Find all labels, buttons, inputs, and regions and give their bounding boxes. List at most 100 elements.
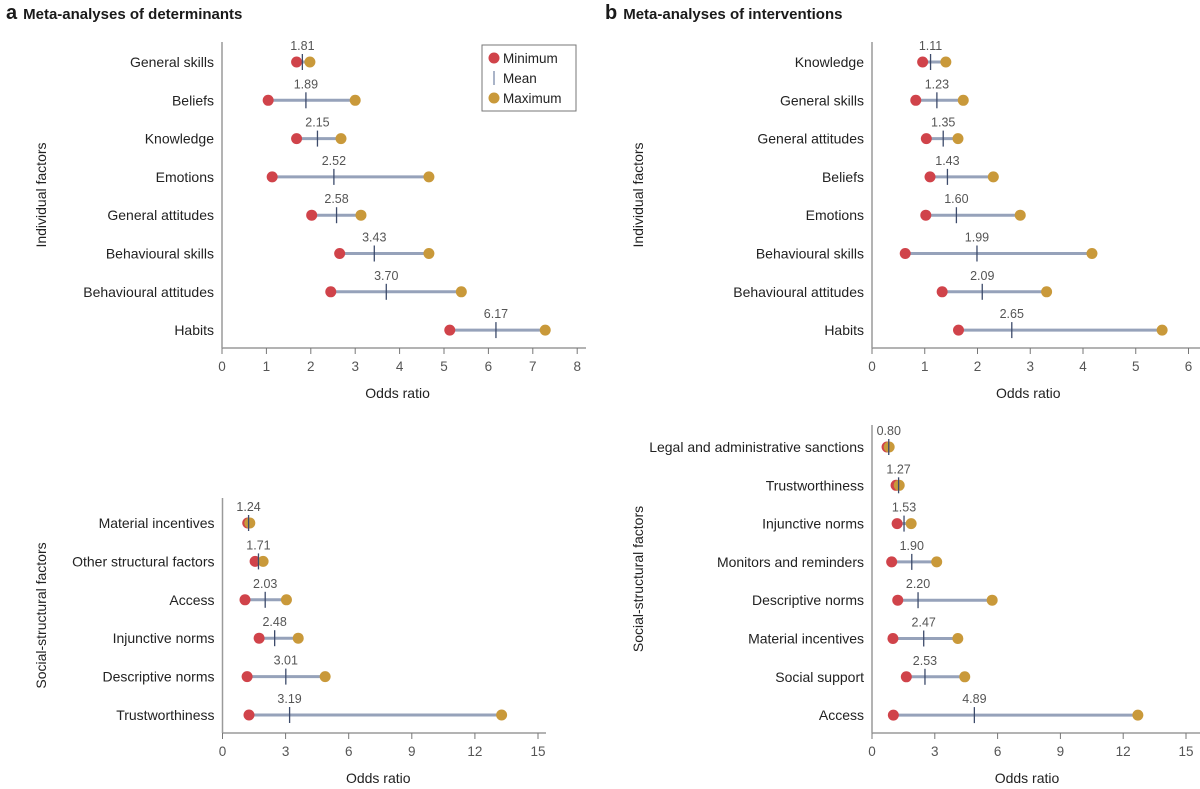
x-tick-label: 4 [396,359,404,374]
data-row: Behavioural attitudes 2.09 [733,269,1053,300]
x-tick-label: 3 [351,359,359,374]
data-row: Beliefs 1.89 [172,77,361,109]
data-row: Material incentives 1.24 [99,500,261,531]
category-label: Emotions [806,207,864,223]
data-row: Behavioural attitudes 3.70 [83,269,467,300]
plot-b-social: 0 3 6 9 12 15 Odds ratio Social-structural fact… [630,424,1200,786]
x-tick-label: 5 [440,359,448,374]
minimum-dot [887,633,899,644]
x-tick-label: 2 [974,359,982,374]
x-axis-title: Odds ratio [346,770,411,786]
plot-a-social: 0 3 6 9 12 15 Odds ratio Social-structural fact… [33,498,546,786]
category-label: Knowledge [145,131,214,147]
mean-value-label: 4.89 [962,692,986,706]
x-tick-label: 2 [307,359,315,374]
maximum-dot [952,133,964,145]
category-label: Behavioural attitudes [733,284,864,300]
category-label: Emotions [156,169,214,185]
category-label: Beliefs [172,92,214,108]
minimum-dot [291,133,303,145]
x-tick-label: 3 [1026,359,1034,374]
maximum-dot [931,556,943,568]
data-row: Access 2.03 [169,577,292,608]
mean-value-label: 3.70 [374,269,398,283]
data-row: Descriptive norms 3.01 [102,654,331,685]
data-row: General skills 1.81 [130,39,316,70]
mean-value-label: 2.58 [324,192,348,206]
legend-mean-label: Mean [503,71,537,86]
mean-value-label: 1.89 [294,77,318,91]
category-label: Beliefs [822,169,864,185]
category-label: General attitudes [757,131,864,147]
x-axis-title: Odds ratio [365,385,430,401]
x-tick-label: 0 [868,744,876,759]
category-label: Habits [824,322,864,338]
data-row: Injunctive norms 1.53 [762,501,917,532]
maximum-dot [319,671,331,683]
minimum-dot [239,594,251,606]
category-label: Trustworthiness [766,477,864,493]
minimum-dot [887,709,899,721]
data-row: General attitudes 1.35 [757,116,964,147]
x-tick-label: 12 [1116,744,1131,759]
mean-value-label: 1.90 [900,539,924,553]
mean-value-label: 2.65 [1000,307,1024,321]
maximum-dot [496,709,508,721]
maximum-dot [455,286,467,298]
maximum-dot [940,56,952,68]
minimum-dot [241,671,253,683]
mean-value-label: 3.01 [274,654,298,668]
minimum-dot [334,248,346,259]
x-tick-label: 0 [868,359,876,374]
legend-minimum-label: Minimum [503,51,558,66]
category-label: Injunctive norms [762,516,864,532]
data-row: Material incentives 2.47 [748,616,964,647]
maximum-dot [959,671,971,683]
category-label: General skills [130,54,214,70]
category-label: Injunctive norms [113,630,215,646]
category-label: Monitors and reminders [717,554,864,570]
x-axis-title: Odds ratio [996,385,1061,401]
maximum-dot [987,171,999,183]
data-row: Legal and administrative sanctions 0.80 [649,424,901,455]
mean-value-label: 1.27 [886,462,910,476]
maximum-dot [244,517,256,529]
x-tick-label: 15 [530,744,545,759]
minimum-dot [891,518,903,530]
minimum-dot [325,286,337,298]
mean-value-label: 1.53 [892,501,916,515]
maximum-dot [355,209,367,221]
data-row: Emotions 2.52 [156,154,435,185]
x-tick-label: 1 [921,359,929,374]
panel-a-letter: a [6,2,18,24]
minimum-dot [262,94,274,106]
maximum-dot [952,633,964,644]
maximum-dot [1086,248,1098,259]
legend-maximum-marker [488,92,500,104]
data-row: Behavioural skills 1.99 [756,231,1098,262]
category-label: Material incentives [748,631,864,647]
category-label: Behavioural skills [106,246,214,262]
panel-b-title: b Meta-analyses of interventions [605,2,842,25]
minimum-dot [920,133,932,145]
data-row: Trustworthiness 3.19 [116,692,508,723]
x-tick-label: 0 [219,744,227,759]
minimum-dot [953,324,965,336]
category-label: Access [169,592,214,608]
category-label: Access [819,707,864,723]
x-tick-label: 4 [1079,359,1087,374]
maximum-dot [1041,286,1053,298]
category-label: Descriptive norms [752,592,864,608]
category-label: General attitudes [107,207,214,223]
mean-value-label: 1.11 [919,39,942,53]
maximum-dot [1156,324,1168,336]
x-tick-label: 7 [529,359,537,374]
x-tick-label: 15 [1178,744,1193,759]
minimum-dot [266,171,278,183]
panel-a-title: a Meta-analyses of determinants [6,2,242,25]
mean-value-label: 1.99 [965,231,989,245]
mean-value-label: 1.71 [246,538,270,552]
panel-a-title-text: Meta-analyses of determinants [23,6,243,23]
x-tick-label: 9 [408,744,416,759]
